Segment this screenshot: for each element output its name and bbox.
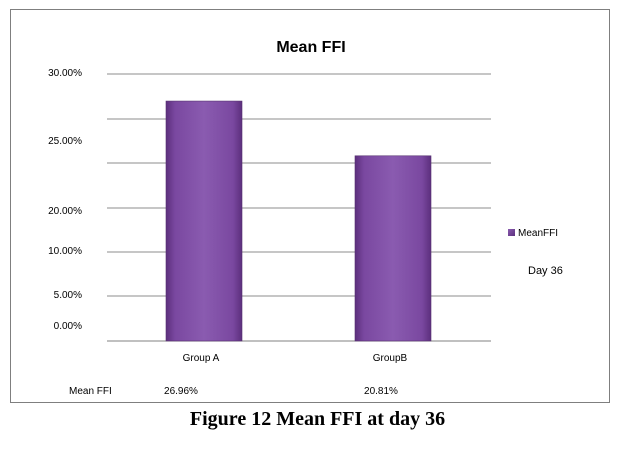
bar-chart: Mean FFI 0.00% 5.00% 10.00% 20.00% 25.00% 30.… — [48, 39, 563, 397]
legend-swatch — [508, 229, 515, 236]
data-table-value: 26.96% — [164, 386, 198, 397]
y-tick-label: 30.00% — [48, 68, 82, 79]
y-axis-tick-labels: 0.00% 5.00% 10.00% 20.00% 25.00% 30.00% — [48, 68, 82, 332]
data-table-row-label: Mean FFI — [69, 386, 112, 397]
bars — [165, 100, 432, 342]
chart-title: Mean FFI — [276, 39, 345, 56]
data-table-row: Mean FFI 26.96% 20.81% — [69, 386, 398, 397]
bar-groupb — [354, 155, 432, 342]
gridlines — [107, 73, 491, 342]
y-tick-label: 5.00% — [54, 290, 82, 301]
data-table-value: 20.81% — [364, 386, 398, 397]
legend-note: Day 36 — [528, 265, 563, 277]
chart-frame: Mean FFI 0.00% 5.00% 10.00% 20.00% 25.00% 30.… — [10, 9, 610, 403]
x-tick-label: GroupB — [373, 353, 408, 364]
legend-label: MeanFFI — [518, 228, 558, 239]
legend: MeanFFI Day 36 — [508, 228, 563, 277]
y-tick-label: 0.00% — [54, 321, 82, 332]
bar-group-a — [165, 100, 243, 342]
y-tick-label: 20.00% — [48, 206, 82, 217]
y-tick-label: 10.00% — [48, 246, 82, 257]
x-axis-tick-labels: Group A GroupB — [183, 353, 408, 364]
x-tick-label: Group A — [183, 353, 220, 364]
y-tick-label: 25.00% — [48, 136, 82, 147]
figure-caption: Figure 12 Mean FFI at day 36 — [189, 408, 446, 430]
